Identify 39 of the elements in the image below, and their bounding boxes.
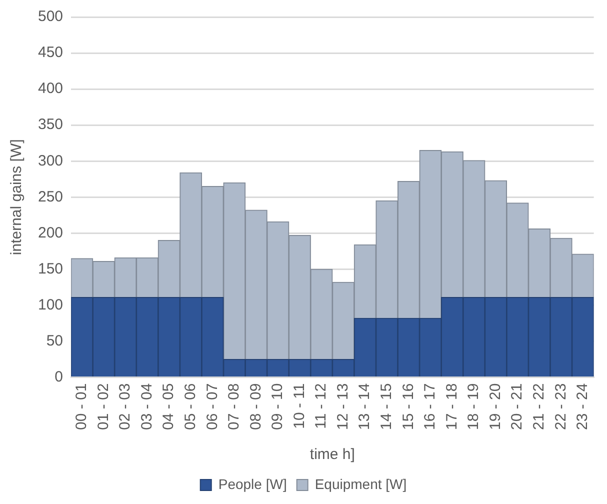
x-tick-label: 13 - 14	[356, 383, 374, 430]
y-tick-label: 250	[38, 188, 64, 206]
y-tick-label: 350	[38, 116, 64, 134]
x-tick-label: 08 - 09	[247, 383, 264, 430]
x-tick-label: 14 - 15	[378, 383, 396, 430]
y-tick-label: 300	[38, 152, 64, 170]
x-tick-label: 03 - 04	[138, 383, 156, 430]
y-tick-label: 400	[38, 80, 64, 98]
y-tick-label: 0	[54, 368, 64, 386]
y-tick-label: 450	[38, 44, 64, 62]
y-tick-label: 50	[46, 332, 64, 350]
y-tick-label: 200	[38, 224, 64, 242]
x-tick-label: 17 - 18	[443, 383, 460, 430]
x-tick-label: 20 - 21	[508, 383, 526, 430]
x-tick-label: 11 - 12	[312, 383, 330, 429]
x-tick-label: 06 - 07	[204, 383, 221, 430]
x-tick-label: 02 - 03	[116, 383, 134, 430]
x-tick-label: 15 - 16	[400, 383, 417, 430]
x-tick-label: 10 - 11	[290, 383, 308, 429]
x-tick-label: 23 - 24	[574, 383, 592, 430]
x-axis-title: time h]	[310, 446, 355, 464]
x-tick-label: 22 - 23	[552, 383, 570, 430]
x-tick-label: 19 - 20	[486, 383, 504, 430]
x-tick-label: 05 - 06	[182, 383, 199, 430]
x-tick-label: 18 - 19	[465, 383, 482, 430]
x-tick-label: 00 - 01	[73, 383, 90, 430]
x-tick-label: 21 - 22	[530, 383, 548, 430]
x-tick-label: 01 - 02	[94, 383, 112, 430]
legend-label: People [W]	[218, 476, 287, 492]
y-tick-label: 150	[38, 260, 64, 278]
y-tick-label: 500	[38, 8, 64, 26]
x-tick-label: 07 - 08	[226, 383, 243, 430]
x-tick-label: 12 - 13	[334, 383, 352, 430]
x-tick-label: 09 - 10	[269, 383, 286, 430]
y-tick-label: 100	[38, 296, 64, 314]
legend-label: Equipment [W]	[314, 476, 407, 492]
y-axis-title: internal gains [W]	[8, 139, 26, 256]
x-tick-label: 16 - 17	[422, 383, 439, 430]
x-tick-label: 04 - 05	[160, 383, 178, 430]
